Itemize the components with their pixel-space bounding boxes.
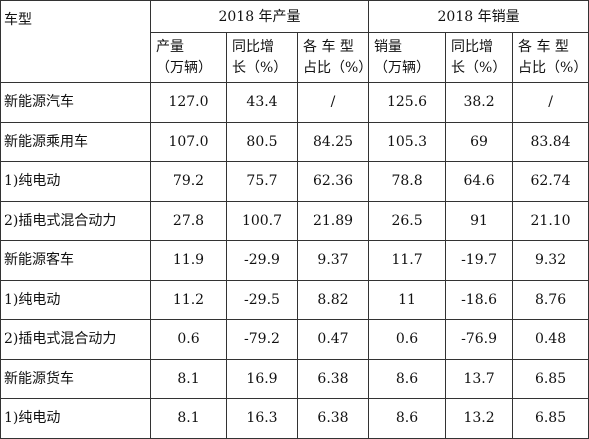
- table-row: 1)纯电动 79.2 75.7 62.36 78.8 64.6 62.74: [0, 161, 589, 202]
- production-volume-header: 产量 （万辆）: [150, 32, 227, 83]
- production-group-header: 2018 年产量: [149, 0, 370, 33]
- vehicle-type-cell: 2)插电式混合动力: [0, 200, 151, 241]
- production-growth-cell: 43.4: [226, 82, 298, 123]
- table-row: 新能源客车 11.9 -29.9 9.37 11.7 -19.7 9.32: [0, 240, 589, 281]
- production-growth-cell: -79.2: [226, 319, 298, 360]
- production-growth-cell: 100.7: [226, 200, 298, 241]
- sales-volume-cell: 78.8: [368, 161, 447, 202]
- production-volume-cell: 127.0: [150, 82, 227, 123]
- sales-volume-cell: 0.6: [368, 319, 447, 360]
- production-growth-cell: 16.3: [226, 398, 298, 439]
- production-share-cell: 0.47: [296, 319, 370, 360]
- vehicle-type-cell: 1)纯电动: [0, 279, 151, 320]
- sales-share-cell: 6.85: [512, 398, 589, 439]
- sales-growth-header: 同比增 长（%）: [445, 32, 514, 83]
- production-growth-cell: 16.9: [226, 358, 298, 399]
- table-row: 2)插电式混合动力 27.8 100.7 21.89 26.5 91 21.10: [0, 200, 589, 241]
- production-growth-cell: -29.5: [226, 279, 298, 320]
- production-growth-cell: 75.7: [226, 161, 298, 202]
- sales-growth-cell: 38.2: [445, 82, 514, 123]
- vehicle-type-cell: 新能源货车: [0, 358, 151, 399]
- sales-growth-cell: 91: [445, 200, 514, 241]
- production-share-cell: 9.37: [296, 240, 370, 281]
- production-share-header: 各 车 型 占比（%）: [296, 32, 372, 83]
- sales-share-cell: 83.84: [512, 121, 589, 162]
- production-volume-cell: 0.6: [150, 319, 227, 360]
- table-row: 新能源货车 8.1 16.9 6.38 8.6 13.7 6.85: [0, 358, 589, 399]
- production-share-cell: 21.89: [296, 200, 370, 241]
- production-share-cell: 62.36: [296, 161, 370, 202]
- sales-growth-cell: 13.2: [445, 398, 514, 439]
- sales-share-cell: 62.74: [512, 161, 589, 202]
- sales-share-cell: /: [512, 82, 589, 123]
- production-volume-cell: 11.2: [150, 279, 227, 320]
- category-header: 车型: [0, 0, 151, 83]
- table-row: 新能源汽车 127.0 43.4/125.6 38.2/: [0, 82, 589, 123]
- sales-share-cell: 8.76: [512, 279, 589, 320]
- sales-growth-cell: -18.6: [445, 279, 514, 320]
- production-share-cell: 6.38: [296, 358, 370, 399]
- sales-growth-cell: 64.6: [445, 161, 514, 202]
- sales-growth-cell: -19.7: [445, 240, 514, 281]
- table-row: 新能源乘用车 107.0 80.5 84.25 105.3 69 83.84: [0, 121, 589, 162]
- sales-share-cell: 21.10: [512, 200, 589, 241]
- vehicle-type-cell: 新能源客车: [0, 240, 151, 281]
- production-volume-cell: 8.1: [150, 358, 227, 399]
- production-volume-cell: 79.2: [150, 161, 227, 202]
- vehicle-type-cell: 2)插电式混合动力: [0, 319, 151, 360]
- table-row: 2)插电式混合动力 0.6 -79.2 0.47 0.6 -76.9 0.48: [0, 319, 589, 360]
- vehicle-type-cell: 1)纯电动: [0, 398, 151, 439]
- table-body: 新能源汽车 127.0 43.4/125.6 38.2/新能源乘用车 107.0 80.5…: [0, 82, 589, 439]
- production-volume-cell: 27.8: [150, 200, 227, 241]
- sales-volume-cell: 105.3: [368, 121, 447, 162]
- sales-growth-cell: 69: [445, 121, 514, 162]
- sales-share-cell: 6.85: [512, 358, 589, 399]
- production-volume-cell: 107.0: [150, 121, 227, 162]
- production-share-cell: 8.82: [296, 279, 370, 320]
- production-growth-header: 同比增 长（%）: [226, 32, 298, 83]
- sales-share-cell: 9.32: [512, 240, 589, 281]
- sales-growth-cell: -76.9: [445, 319, 514, 360]
- production-volume-cell: 11.9: [150, 240, 227, 281]
- sales-volume-header: 销量 （万辆）: [368, 32, 447, 83]
- sales-group-header: 2018 年销量: [368, 0, 589, 33]
- sales-volume-cell: 8.6: [368, 398, 447, 439]
- sales-volume-cell: 11.7: [368, 240, 447, 281]
- sales-volume-cell: 26.5: [368, 200, 447, 241]
- production-share-cell: 6.38: [296, 398, 370, 439]
- vehicle-type-cell: 新能源汽车: [0, 82, 151, 123]
- sales-volume-cell: 11: [368, 279, 447, 320]
- vehicle-type-cell: 新能源乘用车: [0, 121, 151, 162]
- production-growth-cell: 80.5: [226, 121, 298, 162]
- sales-volume-cell: 8.6: [368, 358, 447, 399]
- production-volume-cell: 8.1: [150, 398, 227, 439]
- production-share-cell: /: [296, 82, 370, 123]
- sales-share-cell: 0.48: [512, 319, 589, 360]
- sales-share-header: 各 车 型 占比（%）: [512, 32, 589, 83]
- production-share-cell: 84.25: [296, 121, 370, 162]
- table-row: 1)纯电动 8.1 16.3 6.38 8.6 13.2 6.85: [0, 398, 589, 439]
- sales-volume-cell: 125.6: [368, 82, 447, 123]
- vehicle-type-cell: 1)纯电动: [0, 161, 151, 202]
- table-row: 1)纯电动 11.2 -29.5 8.82 11 -18.6 8.76: [0, 279, 589, 320]
- sales-growth-cell: 13.7: [445, 358, 514, 399]
- production-growth-cell: -29.9: [226, 240, 298, 281]
